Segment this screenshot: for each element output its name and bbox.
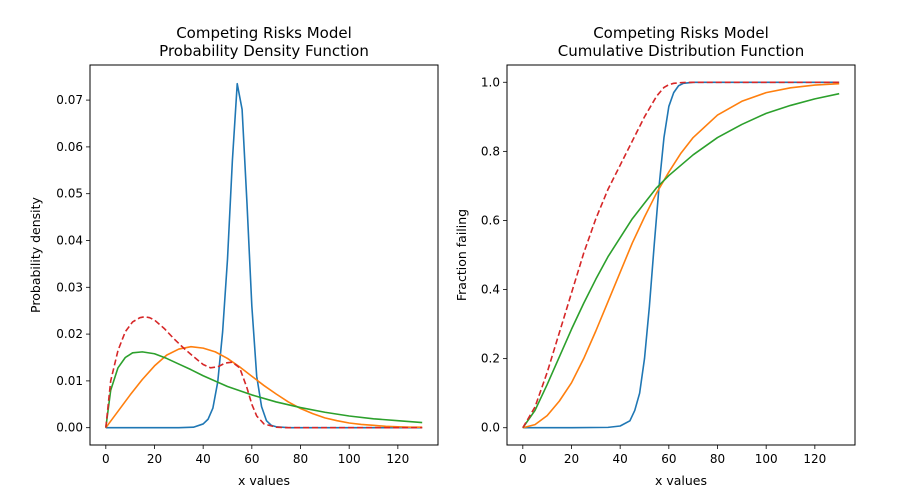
pdf-x-tick-label-5: 100 xyxy=(338,452,361,466)
cdf-x-tick-label-4: 80 xyxy=(710,452,725,466)
pdf-y-tick-label-2: 0.02 xyxy=(56,327,83,341)
cdf-x-tick-label-1: 20 xyxy=(564,452,579,466)
pdf-y-tick-label-1: 0.01 xyxy=(56,374,83,388)
pdf-plot-area xyxy=(105,82,423,429)
cdf-series-line-0 xyxy=(522,81,840,429)
cdf-x-tick-label-5: 100 xyxy=(755,452,778,466)
pdf-x-tick-label-6: 120 xyxy=(386,452,409,466)
pdf-x-tick-label-4: 80 xyxy=(293,452,308,466)
cdf-x-tick-label-0: 0 xyxy=(519,452,527,466)
cdf-x-axis-label: x values xyxy=(655,473,707,488)
cdf-series-line-3 xyxy=(522,81,840,429)
pdf-y-tick-label-5: 0.05 xyxy=(56,187,83,201)
cdf-x-tick-label-6: 120 xyxy=(803,452,826,466)
cdf-chart-panel: Competing Risks Model Cumulative Distrib… xyxy=(454,24,856,488)
cdf-plot-area xyxy=(522,81,840,429)
cdf-y-tick-label-1: 0.2 xyxy=(481,352,500,366)
cdf-y-axis-label: Fraction failing xyxy=(454,209,469,301)
pdf-x-tick-label-2: 40 xyxy=(196,452,211,466)
cdf-y-tick-label-3: 0.6 xyxy=(481,213,500,227)
pdf-x-tick-label-0: 0 xyxy=(102,452,110,466)
pdf-y-tick-label-4: 0.04 xyxy=(56,233,83,247)
pdf-axes-frame xyxy=(89,64,439,446)
pdf-y-tick-label-6: 0.06 xyxy=(56,140,83,154)
pdf-x-tick-label-1: 20 xyxy=(147,452,162,466)
cdf-y-tick-label-2: 0.4 xyxy=(481,283,500,297)
cdf-y-tick-label-5: 1.0 xyxy=(481,75,500,89)
pdf-chart-panel: Competing Risks Model Probability Densit… xyxy=(28,24,439,488)
pdf-series-line-1 xyxy=(105,345,423,429)
pdf-ticks: 0 20 40 60 80 100 120 0.00 0.01 0.02 0.03 0.04 0.05 0… xyxy=(56,93,409,466)
pdf-series-line-2 xyxy=(105,351,423,428)
pdf-x-tick-label-3: 60 xyxy=(244,452,259,466)
pdf-y-tick-label-3: 0.03 xyxy=(56,280,83,294)
pdf-series-line-3 xyxy=(105,315,423,429)
pdf-chart-title-line2: Probability Density Function xyxy=(159,42,369,60)
cdf-x-tick-label-2: 40 xyxy=(613,452,628,466)
cdf-series-line-2 xyxy=(522,92,840,429)
cdf-ticks: 0 20 40 60 80 100 120 0.0 0.2 0.4 0.6 0.8 1.0 xyxy=(481,75,826,466)
cdf-x-tick-label-3: 60 xyxy=(661,452,676,466)
cdf-chart-title-line1: Competing Risks Model xyxy=(593,24,769,42)
pdf-chart-title-line1: Competing Risks Model xyxy=(176,24,352,42)
pdf-y-axis-label: Probability density xyxy=(28,196,43,312)
cdf-series-line-1 xyxy=(522,82,840,429)
pdf-x-axis-label: x values xyxy=(238,473,290,488)
cdf-y-tick-label-0: 0.0 xyxy=(481,421,500,435)
pdf-y-tick-label-7: 0.07 xyxy=(56,93,83,107)
cdf-chart-title-line2: Cumulative Distribution Function xyxy=(558,42,804,60)
pdf-y-tick-label-0: 0.00 xyxy=(56,421,83,435)
cdf-axes-frame xyxy=(506,64,856,446)
cdf-y-tick-label-4: 0.8 xyxy=(481,144,500,158)
